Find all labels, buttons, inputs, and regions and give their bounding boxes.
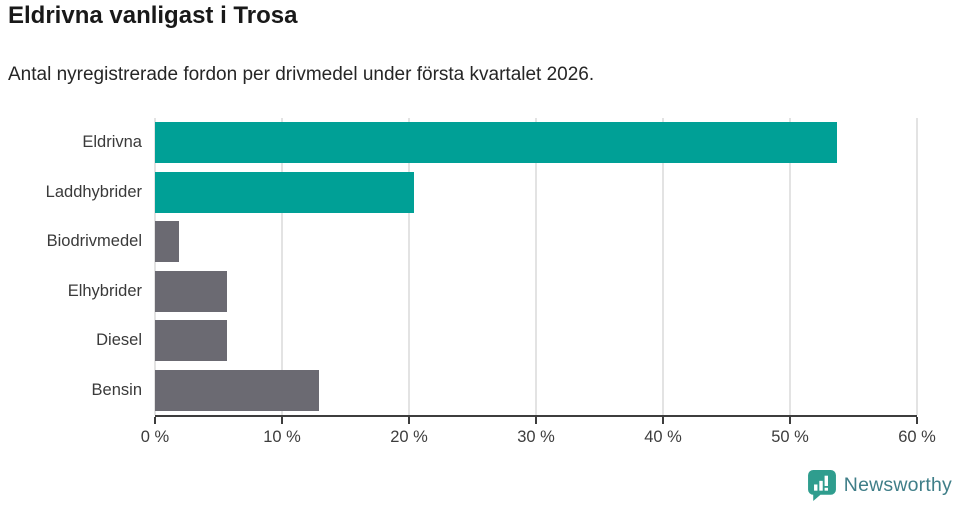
bar-diesel: [155, 320, 228, 362]
gridline: [281, 118, 283, 415]
axis-tick-label: 20 %: [390, 428, 428, 446]
newsworthy-logo-text: Newsworthy: [843, 474, 952, 496]
axis-tick: [408, 417, 410, 424]
newsworthy-logo-icon: [807, 470, 836, 501]
chart-row: Diesel: [96, 316, 917, 366]
chart-row: Eldrivna: [82, 118, 917, 168]
axis-tick-label: 60 %: [898, 428, 936, 446]
bar-elhybrider: [155, 270, 228, 312]
chart-row: Elhybrider: [68, 267, 917, 317]
axis-tick-label: 40 %: [644, 428, 682, 446]
gridline: [662, 118, 664, 415]
gridline: [916, 118, 918, 415]
gridline: [535, 118, 537, 415]
axis-tick: [535, 417, 537, 424]
axis-tick: [281, 417, 283, 424]
category-label-diesel: Diesel: [96, 331, 142, 350]
bar-laddhybrider: [155, 171, 415, 213]
bar-chart-plot-area: Eldrivna Laddhybrider Biodrivmedel Elhybrid…: [46, 118, 918, 416]
axis-tick-label: 30 %: [517, 428, 555, 446]
page-title: Eldrivna vanligast i Trosa: [8, 2, 298, 29]
chart-subtitle: Antal nyregistrerade fordon per drivmede…: [8, 64, 595, 85]
chart-row: Bensin: [92, 366, 917, 416]
axis-tick-label: 50 %: [771, 428, 809, 446]
category-label-eldrivna: Eldrivna: [82, 133, 142, 152]
category-label-biodrivmedel: Biodrivmedel: [46, 232, 142, 251]
bar-bensin: [155, 369, 319, 411]
gridline: [154, 118, 156, 415]
axis-tick: [154, 417, 156, 424]
gridline: [789, 118, 791, 415]
category-label-elhybrider: Elhybrider: [67, 281, 142, 300]
axis-tick-label: 0 %: [140, 428, 170, 446]
bar-eldrivna: [155, 122, 837, 164]
axis-tick: [916, 417, 918, 424]
gridline: [408, 118, 410, 415]
chart-row: Biodrivmedel: [47, 217, 917, 267]
x-axis: 0 % 10 % 20 % 30 % 40 % 50 % 60 %: [141, 415, 936, 462]
category-label-laddhybrider: Laddhybrider: [45, 182, 142, 201]
newsworthy-logo: Newsworthy: [807, 470, 952, 501]
chart-row: Laddhybrider: [46, 168, 917, 218]
bar-biodrivmedel: [155, 221, 180, 263]
category-label-bensin: Bensin: [91, 380, 142, 399]
axis-tick: [662, 417, 664, 424]
axis-tick-label: 10 %: [263, 428, 301, 446]
axis-tick: [789, 417, 791, 424]
